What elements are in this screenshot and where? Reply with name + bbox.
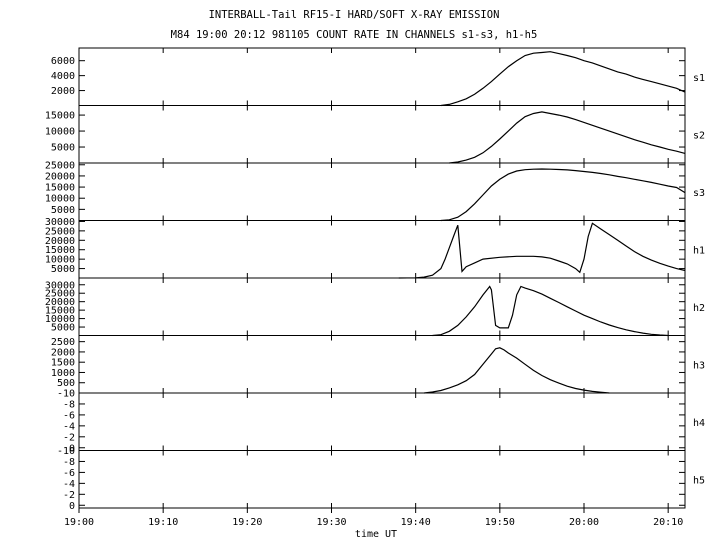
channel-label-s1: s1 xyxy=(693,73,705,84)
y-tick-label: 15000 xyxy=(45,183,75,194)
x-tick-label: 19:30 xyxy=(316,517,346,528)
series-line-s2 xyxy=(449,111,686,164)
y-tick-label: 1500 xyxy=(51,358,75,369)
y-tick-label: 25000 xyxy=(45,226,75,237)
panel-frame xyxy=(78,277,686,336)
y-tick-label: -10 xyxy=(57,389,75,400)
y-tick-label: -10 xyxy=(57,446,75,457)
y-tick-label: 5000 xyxy=(51,205,75,216)
y-tick-label: 10000 xyxy=(45,255,75,266)
y-tick-label: 5000 xyxy=(51,143,75,154)
y-tick-label: -8 xyxy=(63,457,75,468)
y-tick-label: 0 xyxy=(69,443,75,454)
channel-label-h2: h2 xyxy=(693,303,705,314)
y-tick-label: 0 xyxy=(69,501,75,512)
panel-frame xyxy=(78,105,686,164)
channel-label-s2: s2 xyxy=(693,130,705,141)
series-line-h2 xyxy=(432,285,669,337)
channel-label-h3: h3 xyxy=(693,360,705,371)
series-line-h3 xyxy=(424,347,610,394)
series-line-s1 xyxy=(440,51,686,107)
y-tick-label: 10000 xyxy=(45,194,75,205)
x-tick-label: 19:00 xyxy=(64,517,94,528)
y-tick-label: -2 xyxy=(63,490,75,501)
panel-frame xyxy=(78,220,686,279)
y-tick-label: 10000 xyxy=(45,314,75,325)
series-line-s3 xyxy=(440,168,686,222)
panel-frame xyxy=(78,392,686,451)
x-tick-label: 19:50 xyxy=(485,517,515,528)
x-axis: 19:00 19:10 19:20 19:30 19:40 19:50 20:00 20:10 xyxy=(64,508,683,528)
channel-label-h5: h5 xyxy=(693,475,705,486)
x-tick-label: 19:20 xyxy=(232,517,262,528)
y-tick-label: 1000 xyxy=(51,368,75,379)
y-tick-label: 4000 xyxy=(51,71,75,82)
panel-s1: 2000 4000 6000 s1 xyxy=(51,47,705,107)
channel-label-h4: h4 xyxy=(693,418,705,429)
x-tick-label: 19:10 xyxy=(148,517,178,528)
y-tick-label: -8 xyxy=(63,399,75,410)
y-tick-label: 6000 xyxy=(51,56,75,67)
x-tick-label: 20:00 xyxy=(569,517,599,528)
y-tick-label: 2000 xyxy=(51,86,75,97)
x-axis-label: time UT xyxy=(355,529,397,540)
y-tick-label: 30000 xyxy=(45,280,75,291)
series-line-h1 xyxy=(398,222,686,279)
y-tick-label: 20000 xyxy=(45,297,75,308)
y-tick-label: 15000 xyxy=(45,306,75,317)
y-tick-label: 25000 xyxy=(45,289,75,300)
channel-label-h1: h1 xyxy=(693,245,705,256)
y-tick-label: 30000 xyxy=(45,217,75,228)
y-tick-label: 25000 xyxy=(45,160,75,171)
panel-frame xyxy=(78,162,686,221)
y-tick-label: 10000 xyxy=(45,127,75,138)
y-tick-label: 15000 xyxy=(45,111,75,122)
y-tick-label: 5000 xyxy=(51,323,75,334)
y-tick-label: -6 xyxy=(63,468,75,479)
y-tick-label: 20000 xyxy=(45,236,75,247)
y-tick-label: -4 xyxy=(63,421,75,432)
y-tick-label: 20000 xyxy=(45,171,75,182)
y-tick-label: 2000 xyxy=(51,347,75,358)
x-tick-label: 20:10 xyxy=(653,517,683,528)
panel-frame xyxy=(78,335,686,394)
y-tick-label: -6 xyxy=(63,410,75,421)
y-tick-label: 15000 xyxy=(45,245,75,256)
y-tick-label: 5000 xyxy=(51,264,75,275)
panel-frame xyxy=(78,47,686,106)
chart-title: INTERBALL-Tail RF15-I HARD/SOFT X-RAY EM… xyxy=(209,9,500,21)
panel-frame xyxy=(78,450,686,509)
y-tick-label: -2 xyxy=(63,432,75,443)
y-tick-label: -4 xyxy=(63,479,75,490)
x-tick-label: 19:40 xyxy=(401,517,431,528)
y-tick-label: 500 xyxy=(57,378,75,389)
y-tick-label: 2500 xyxy=(51,337,75,348)
panel-s2: 5000 10000 15000 s2 xyxy=(45,105,705,164)
channel-label-s3: s3 xyxy=(693,188,705,199)
chart-subtitle: M84 19:00 20:12 981105 COUNT RATE IN CHA… xyxy=(171,29,538,41)
panel-stack: 200040006000s150001000015000s25000100001… xyxy=(45,47,705,512)
